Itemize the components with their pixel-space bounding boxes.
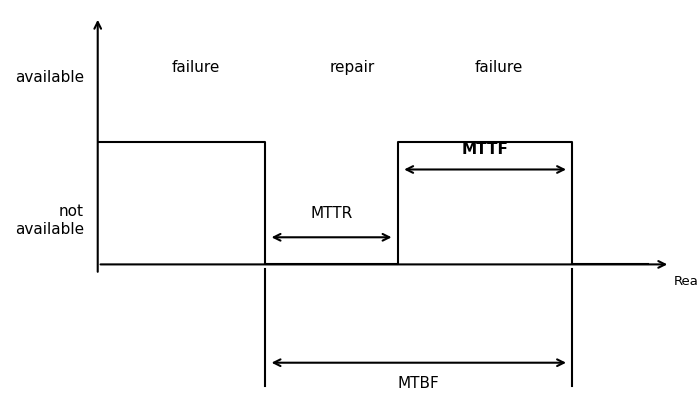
Text: Real-Time: Real-Time — [674, 275, 698, 288]
Text: failure: failure — [171, 60, 220, 75]
Text: available: available — [15, 70, 84, 86]
Text: MTBF: MTBF — [398, 376, 440, 390]
Text: MTTF: MTTF — [461, 142, 509, 157]
Text: MTTR: MTTR — [311, 206, 352, 221]
Text: repair: repair — [330, 60, 375, 75]
Text: failure: failure — [475, 60, 524, 75]
Text: not
available: not available — [15, 204, 84, 237]
